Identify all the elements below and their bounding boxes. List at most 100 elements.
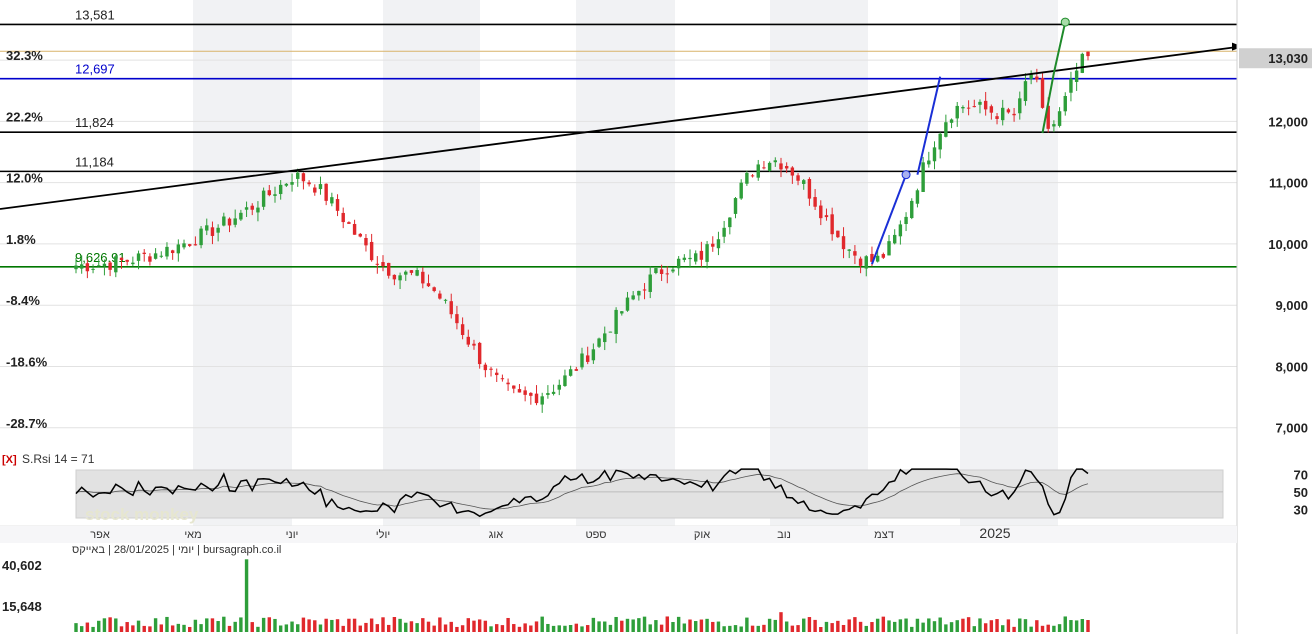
candle-body	[836, 230, 840, 238]
volume-bar	[688, 619, 692, 632]
candle-body	[614, 309, 618, 334]
volume-bar	[597, 621, 601, 632]
volume-bar	[227, 625, 232, 632]
volume-bar	[330, 619, 334, 632]
volume-bar	[517, 626, 522, 632]
volume-bar	[580, 626, 584, 632]
candle-body	[364, 237, 368, 246]
candle-body	[563, 375, 567, 387]
candle-body	[529, 392, 533, 396]
level-label: 11,824	[75, 115, 114, 130]
candle-body	[642, 289, 647, 291]
volume-bar	[97, 620, 101, 632]
candle-body	[188, 244, 192, 246]
volume-bar	[244, 559, 249, 632]
volume-bar	[392, 617, 397, 632]
candle-body	[875, 255, 880, 262]
volume-bar	[290, 621, 294, 632]
candle-body	[102, 263, 107, 267]
chart-info-line: יומי | 28/01/2025 | באייקס | bursagraph.…	[72, 544, 281, 556]
candle-body	[961, 107, 965, 109]
volume-bar	[614, 616, 618, 632]
volume-bar	[347, 618, 351, 632]
candle-body	[131, 262, 135, 265]
volume-bar	[205, 618, 209, 632]
volume-bar	[398, 618, 402, 632]
volume-bar	[148, 626, 152, 632]
candle-body	[858, 258, 863, 266]
candle-body	[648, 274, 652, 292]
candle-body	[512, 385, 516, 389]
rsi-band	[75, 469, 1224, 519]
candle-body	[841, 236, 846, 250]
candle-body	[136, 253, 141, 261]
volume-bar	[512, 624, 516, 632]
volume-bar	[267, 617, 272, 632]
rsi-close-button[interactable]: [X]	[2, 454, 17, 466]
volume-bar	[1046, 624, 1050, 632]
volume-bar	[199, 624, 203, 632]
candle-body	[898, 224, 903, 237]
volume-bar	[847, 619, 851, 632]
candle-body	[182, 243, 186, 248]
candle-body	[438, 293, 442, 299]
candle-body	[369, 241, 374, 261]
volume-bar	[955, 620, 959, 632]
volume-bar	[887, 620, 891, 632]
candle-body	[523, 390, 527, 395]
volume-bar	[318, 624, 323, 632]
volume-bar	[222, 616, 226, 632]
candle-body	[267, 190, 272, 196]
month-label: נוב	[777, 529, 791, 541]
x-axis-bg	[0, 526, 1237, 543]
volume-bar	[813, 619, 817, 632]
candle-body	[1035, 76, 1039, 80]
volume-tick-label: 40,602	[2, 558, 42, 573]
volume-bar	[642, 616, 647, 632]
candle-body	[966, 107, 971, 109]
volume-bar	[790, 625, 795, 632]
candle-body	[892, 234, 897, 244]
candle-body	[313, 187, 317, 193]
candle-body	[352, 223, 357, 235]
volume-bar	[369, 618, 374, 632]
candle-body	[847, 249, 851, 251]
level-label: 12,697	[75, 62, 115, 77]
candle-body	[995, 116, 999, 119]
volume-bar	[182, 624, 186, 632]
volume-bar	[779, 612, 783, 632]
volume-bar	[944, 624, 948, 632]
candle-body	[949, 119, 954, 123]
volume-bar	[216, 621, 220, 632]
candle-body	[517, 389, 522, 393]
volume-bar	[631, 619, 635, 632]
candle-body	[694, 253, 698, 262]
volume-bar	[966, 617, 971, 632]
candle-body	[125, 259, 129, 262]
price-tick-label: 10,000	[1268, 237, 1308, 252]
percent-tick-label: 22.2%	[6, 109, 43, 124]
candle-body	[375, 263, 380, 265]
volume-bar	[386, 624, 391, 632]
volume-bar	[159, 624, 163, 632]
candle-body	[904, 216, 908, 225]
candle-body	[597, 338, 601, 347]
candle-body	[91, 268, 95, 270]
volume-bar	[489, 626, 493, 632]
month-label: יולי	[376, 528, 390, 541]
volume-bar	[1035, 620, 1039, 632]
candle-body	[551, 391, 556, 394]
volume-bar	[210, 618, 215, 632]
volume-bar	[415, 623, 419, 632]
blue-projection-line	[916, 76, 942, 175]
percent-tick-label: 32.3%	[6, 48, 43, 63]
volume-bar	[927, 618, 931, 632]
month-label: אפר	[90, 529, 110, 541]
volume-bar	[983, 623, 988, 632]
candle-body	[864, 256, 868, 269]
candle-body	[432, 287, 436, 291]
candle-body	[1086, 51, 1090, 57]
volume-bar	[921, 622, 925, 632]
volume-bar	[557, 625, 561, 632]
volume-bar	[705, 618, 709, 632]
